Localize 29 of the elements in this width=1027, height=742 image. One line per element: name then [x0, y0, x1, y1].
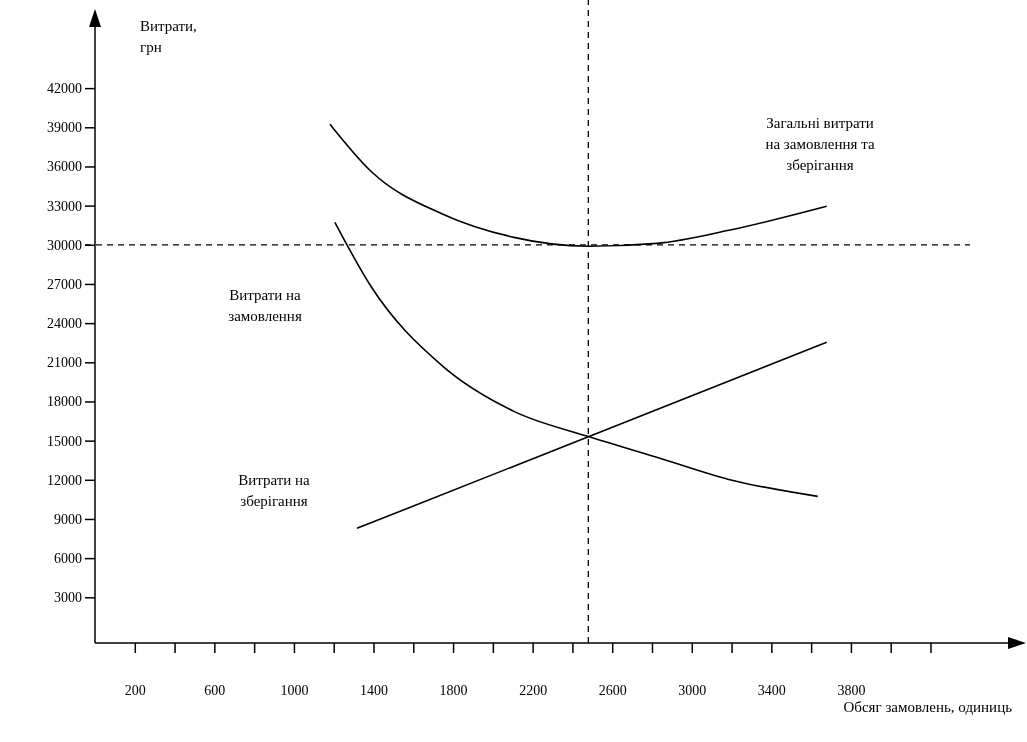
- y-tick-label: 6000: [54, 551, 82, 567]
- y-axis-title: Витрати, грн: [140, 18, 197, 55]
- y-tick-label: 39000: [47, 120, 82, 136]
- y-tick-label: 27000: [47, 276, 82, 292]
- y-tick-label: 15000: [47, 433, 82, 449]
- x-tick-label: 1000: [280, 682, 309, 698]
- y-tick-label: 36000: [47, 159, 82, 175]
- x-tick-label: 3000: [678, 682, 707, 698]
- x-tick-label: 600: [204, 682, 226, 698]
- y-tick-label: 3000: [54, 590, 82, 606]
- y-tick-label: 30000: [47, 237, 82, 253]
- x-tick-label: 1800: [439, 682, 468, 698]
- y-tick-label: 24000: [47, 316, 82, 332]
- y-tick-label: 42000: [47, 81, 82, 97]
- annotation: Витрати на замовлення: [228, 287, 302, 324]
- x-axis-title: Обсяг замовлень, одиниць: [843, 699, 1013, 715]
- x-tick-label: 2600: [598, 682, 627, 698]
- x-tick-label: 1400: [359, 682, 388, 698]
- annotation: Витрати на зберігання: [238, 472, 311, 509]
- annotation: Загальні витрати на замовлення та зберігання: [765, 115, 875, 173]
- y-tick-label: 21000: [47, 355, 82, 371]
- x-tick-label: 3800: [837, 682, 866, 698]
- x-tick-label: 3400: [757, 682, 786, 698]
- y-tick-label: 12000: [47, 472, 82, 488]
- x-tick-label: 2200: [519, 682, 548, 698]
- y-tick-label: 18000: [47, 394, 82, 410]
- x-tick-label: 200: [124, 682, 146, 698]
- y-tick-label: 33000: [47, 198, 82, 214]
- y-tick-label: 9000: [54, 511, 82, 527]
